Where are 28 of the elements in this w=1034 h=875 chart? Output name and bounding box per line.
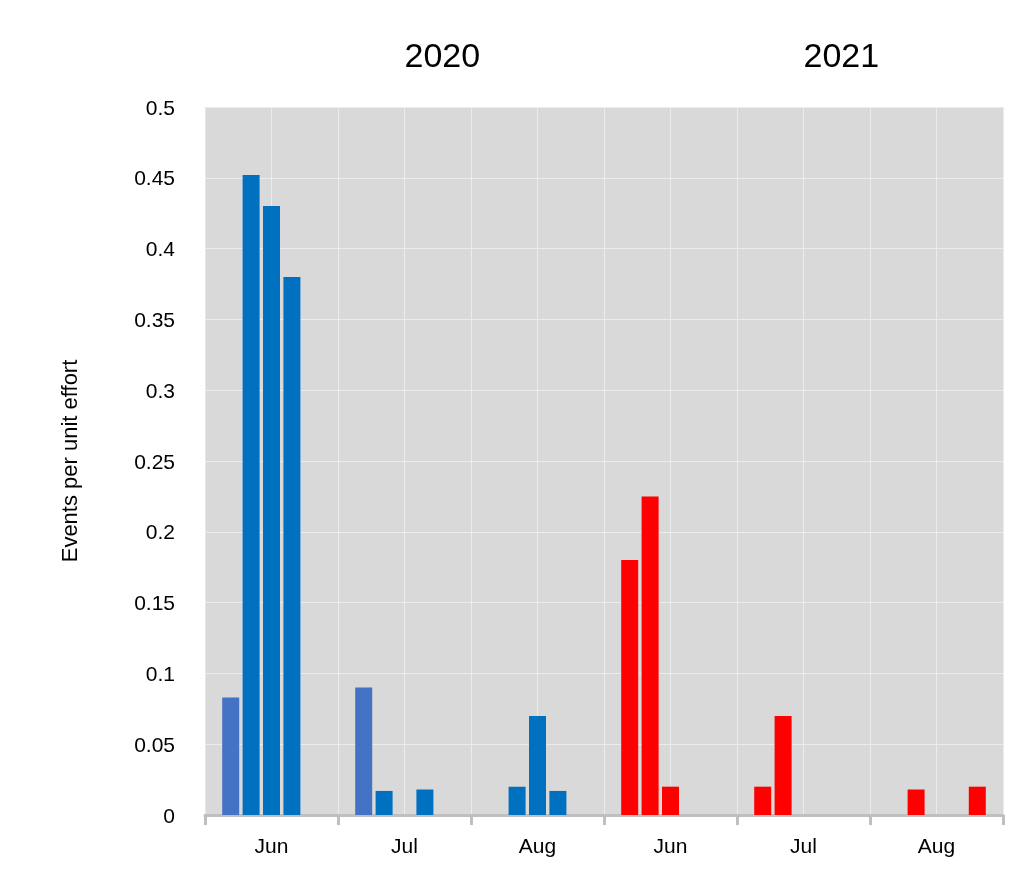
y-tick-label: 0.25 <box>134 449 175 473</box>
y-tick-label: 0.5 <box>145 95 175 119</box>
y-tick-label: 0.2 <box>145 520 175 544</box>
bar <box>529 715 546 815</box>
bar <box>416 789 434 815</box>
y-tick-label: 0.05 <box>134 732 175 756</box>
bar <box>263 206 280 815</box>
text: 2020 <box>404 36 481 74</box>
bar <box>355 687 373 815</box>
y-tick-label: 0.45 <box>134 166 175 190</box>
text: 2021 <box>803 36 880 74</box>
bar <box>549 790 567 815</box>
x-tick-label: Jun <box>653 834 688 857</box>
y-tick-label: 0.1 <box>145 661 175 685</box>
y-tick-label: 0 <box>163 803 175 827</box>
bar <box>968 786 986 815</box>
bar <box>222 697 240 815</box>
y-tick-label: 0.3 <box>145 378 175 402</box>
x-tick-label: Jul <box>391 834 418 857</box>
y-tick-label: 0.35 <box>134 307 175 331</box>
y-tick-label: 0.15 <box>134 591 175 615</box>
y-axis-title: Events per unit effort <box>56 359 82 563</box>
x-tick-label: Jul <box>790 834 817 857</box>
x-tick-label: Jun <box>254 834 289 857</box>
y-tick-label: 0.4 <box>145 237 176 261</box>
x-tick-label: Aug <box>518 834 557 857</box>
x-tick-label: Aug <box>917 834 956 857</box>
bar <box>283 276 301 815</box>
